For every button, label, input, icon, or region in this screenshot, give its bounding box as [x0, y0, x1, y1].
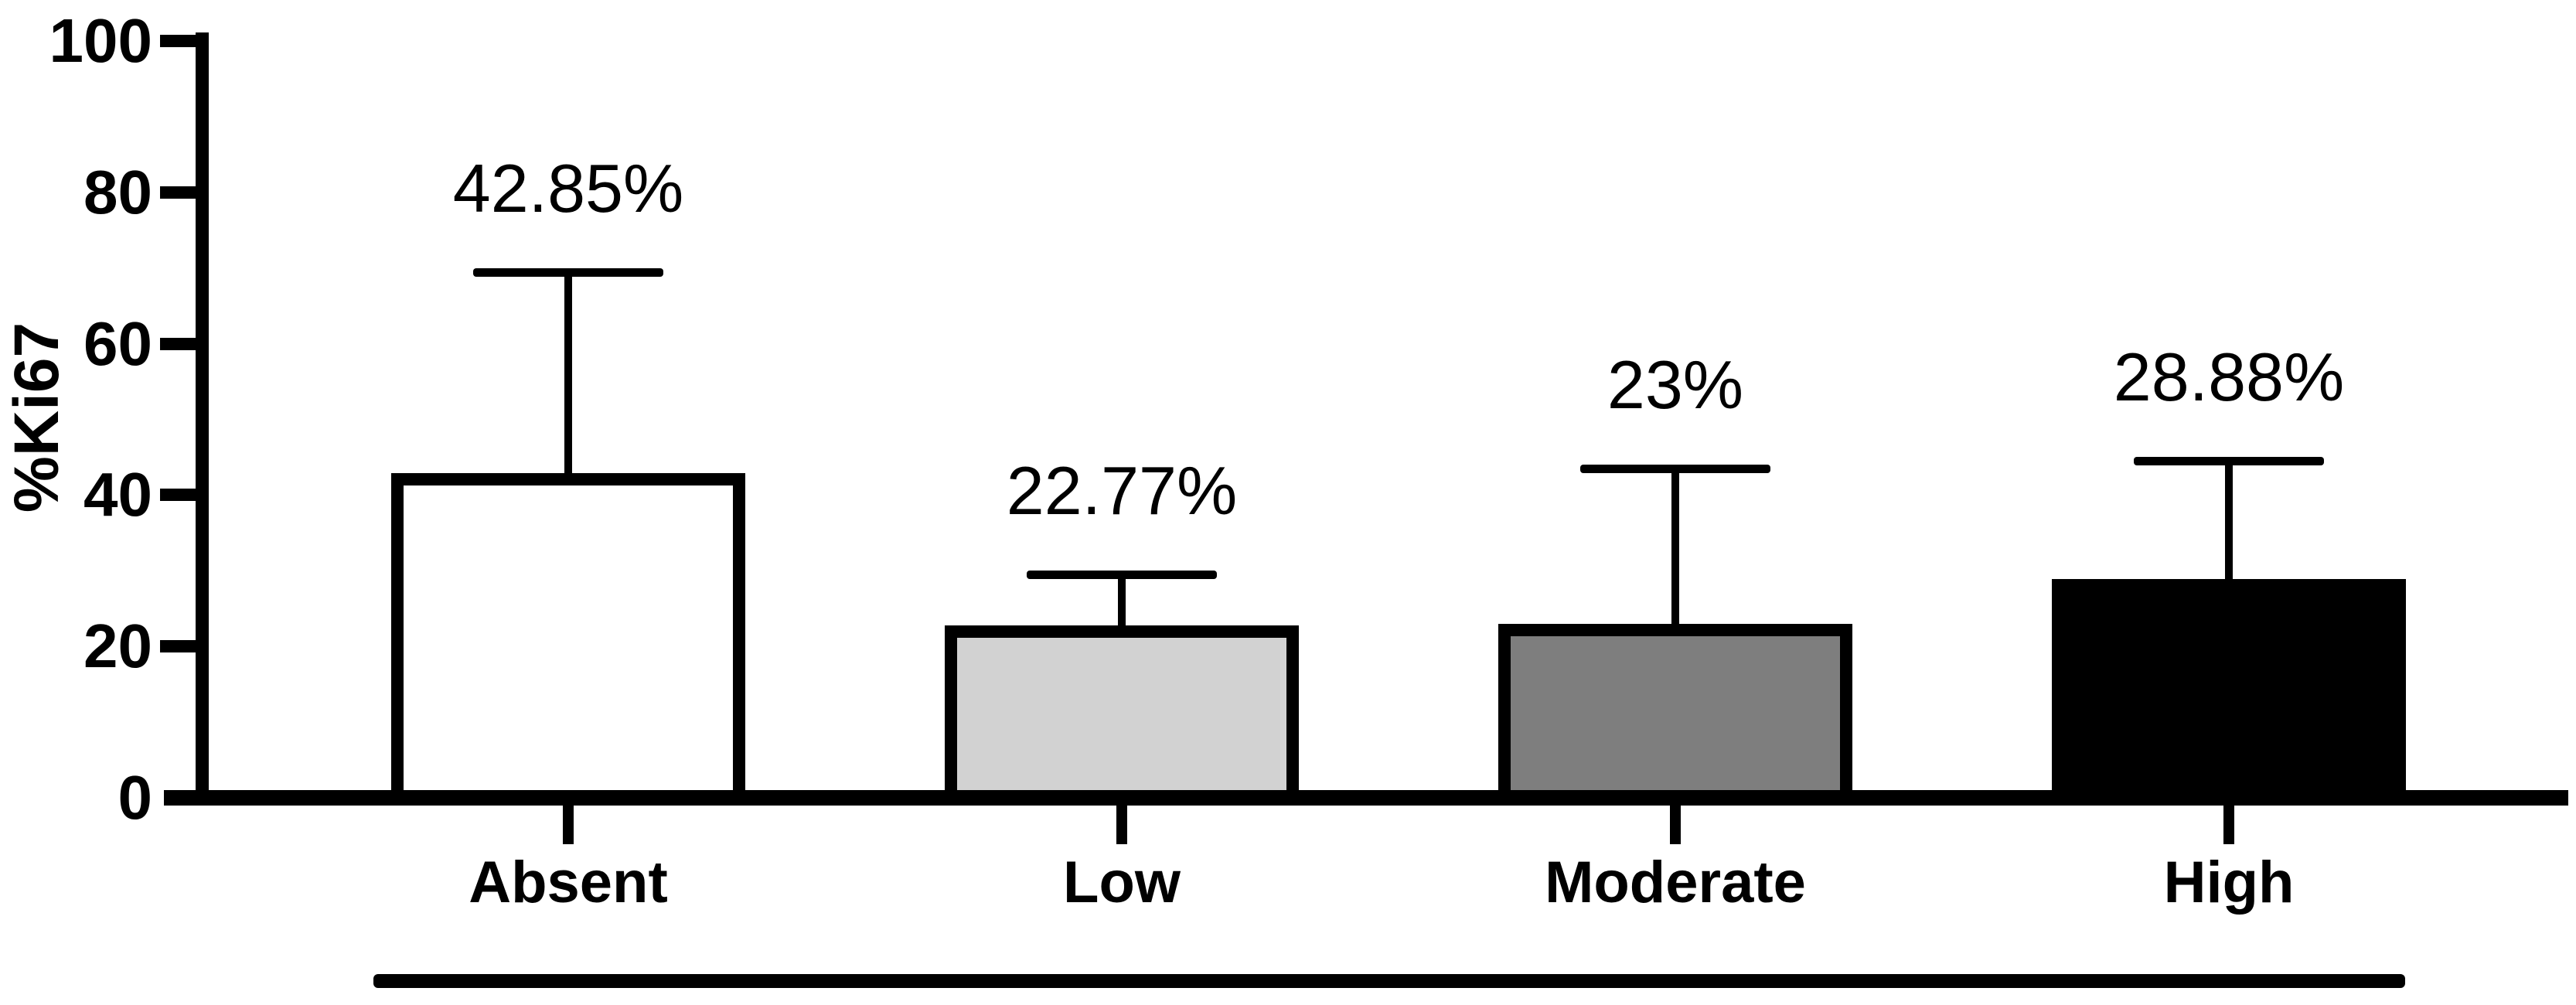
- x-axis-line: [164, 790, 2568, 806]
- y-tick-label-0: 0: [118, 763, 153, 832]
- error-bar-stem-absent: [564, 268, 572, 479]
- y-tick-mark-40: [160, 489, 196, 501]
- error-bar-cap-high: [2134, 457, 2324, 465]
- bar-absent: [391, 473, 745, 806]
- y-tick-label-100: 100: [49, 6, 152, 75]
- category-label-high: High: [2163, 850, 2295, 915]
- y-tick-label-20: 20: [83, 612, 152, 680]
- value-label-low: 22.77%: [1006, 452, 1238, 529]
- error-bar-cap-moderate: [1580, 465, 1770, 473]
- y-tick-label-60: 60: [83, 309, 152, 378]
- x-tick-mark-moderate: [1670, 806, 1681, 844]
- bar-moderate: [1498, 624, 1852, 806]
- y-axis-line: [196, 32, 209, 806]
- x-tick-mark-low: [1116, 806, 1127, 844]
- x-tick-mark-absent: [563, 806, 574, 844]
- error-bar-stem-moderate: [1671, 465, 1679, 630]
- y-tick-mark-20: [160, 640, 196, 652]
- error-bar-cap-low: [1027, 571, 1217, 579]
- value-label-high: 28.88%: [2113, 339, 2345, 415]
- y-axis-title: %Ki67: [2, 322, 72, 513]
- y-tick-label-40: 40: [83, 460, 152, 529]
- value-label-moderate: 23%: [1607, 346, 1744, 423]
- x-tick-mark-high: [2223, 806, 2234, 844]
- value-label-absent: 42.85%: [452, 150, 684, 227]
- category-label-moderate: Moderate: [1545, 850, 1806, 915]
- bar-high: [2052, 579, 2406, 806]
- y-tick-mark-100: [160, 35, 196, 47]
- y-tick-mark-60: [160, 338, 196, 350]
- y-tick-label-80: 80: [83, 158, 152, 227]
- category-underline-rule: [373, 974, 2405, 988]
- category-label-low: Low: [1063, 850, 1181, 915]
- bar-low: [945, 625, 1299, 806]
- error-bar-stem-high: [2225, 457, 2233, 585]
- category-label-absent: Absent: [469, 850, 668, 915]
- error-bar-cap-absent: [473, 268, 663, 277]
- y-tick-mark-80: [160, 186, 196, 199]
- error-bar-stem-low: [1118, 571, 1126, 632]
